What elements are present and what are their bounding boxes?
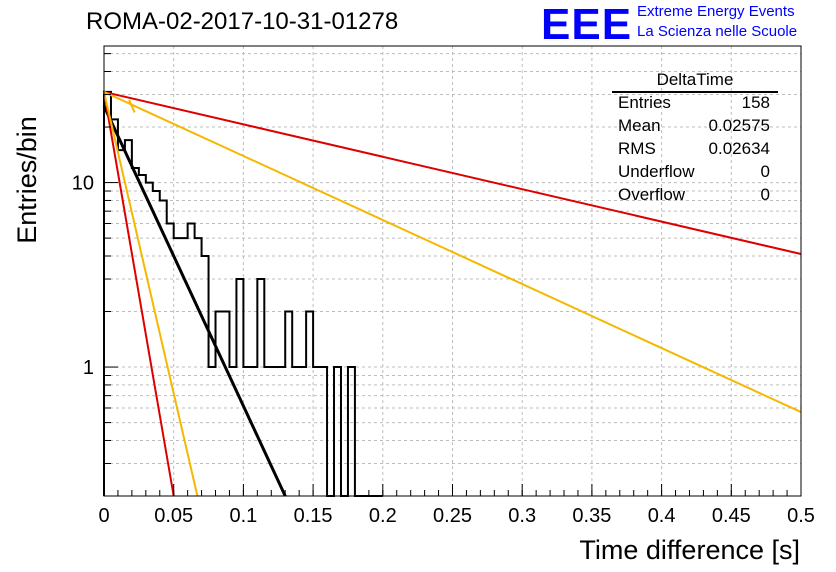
stats-label: Entries (618, 93, 671, 112)
stats-value: 0.02634 (708, 139, 770, 158)
y-tick-label: 1 (83, 357, 94, 379)
stats-label: RMS (618, 139, 656, 158)
x-tick-label: 0.05 (154, 505, 193, 527)
fit-lines (102, 90, 802, 497)
eee-logo: EEE (541, 0, 633, 49)
x-tick-label: 0.3 (508, 505, 536, 527)
fit-line (103, 91, 175, 497)
brand-line-1: Extreme Energy Events (637, 3, 795, 20)
stats-label: Mean (618, 116, 661, 135)
fit-line (103, 90, 802, 255)
x-tick-label: 0.4 (648, 505, 676, 527)
y-tick-label: 10 (72, 173, 94, 195)
x-tick-label: 0.35 (572, 505, 611, 527)
stats-value: 0.02575 (708, 116, 770, 135)
x-tick-label: 0.5 (787, 505, 815, 527)
stats-value: 158 (741, 93, 770, 112)
x-tick-label: 0.25 (433, 505, 472, 527)
stats-title: DeltaTime (656, 70, 734, 89)
stats-value: 0 (760, 185, 770, 204)
fit-line (103, 91, 802, 414)
y-axis-label: Entries/bin (12, 116, 42, 244)
stats-label: Overflow (618, 185, 686, 204)
brand-line-2: La Scienza nelle Scuole (637, 23, 798, 40)
x-tick-label: 0.2 (369, 505, 397, 527)
chart-title: ROMA-02-2017-10-31-01278 (86, 8, 399, 35)
stats-value: 0 (760, 162, 770, 181)
stats-rule (612, 91, 778, 93)
axis-ticks: 0 0.05 0.1 0.15 0.2 0.25 0.3 0.35 0.4 0.45 0.5 1 10 (72, 53, 815, 527)
x-tick-label: 0 (98, 505, 109, 527)
stats-label: Underflow (618, 162, 695, 181)
x-tick-label: 0.1 (229, 505, 257, 527)
x-axis-label: Time difference [s] (579, 535, 800, 565)
x-tick-label: 0.15 (294, 505, 333, 527)
grid (104, 46, 801, 497)
fit-line (103, 91, 199, 497)
fit-line (102, 105, 287, 497)
histogram-outline (103, 90, 383, 497)
fit-line (128, 99, 136, 113)
stats-box: DeltaTime Entries 158 Mean 0.02575 RMS 0… (612, 70, 778, 210)
histogram (103, 90, 383, 497)
x-tick-label: 0.45 (712, 505, 751, 527)
